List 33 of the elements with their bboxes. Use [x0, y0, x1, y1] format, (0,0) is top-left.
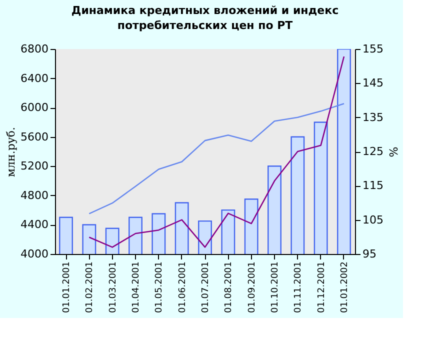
x-tick-label: 01.12.2001: [316, 262, 327, 314]
line-series: [88, 56, 345, 248]
x-tick-label: 01.01.2002: [340, 262, 350, 314]
y-tick-label: 4000: [20, 248, 48, 260]
y2-tick-label: 115: [362, 179, 384, 192]
y-axis-title: млн.руб.: [4, 126, 18, 178]
y2-axis-title: %: [386, 146, 400, 158]
y2-tick-label: 135: [362, 110, 384, 124]
y-tick-label: 5200: [20, 160, 48, 173]
y-tick-label: 6800: [20, 42, 48, 56]
y-tick-label: 4400: [20, 218, 48, 232]
x-tick-label: 01.10.2001: [270, 262, 280, 314]
x-tick-label: 01.05.2001: [154, 262, 165, 314]
x-tick-label: 01.02.2001: [85, 262, 96, 314]
y-tick-label: 5600: [20, 130, 48, 144]
y-tick-label: 4800: [20, 188, 48, 202]
x-tick-label: 01.03.2001: [108, 262, 118, 314]
y-tick-label: 6000: [20, 101, 48, 114]
y-tick-label: 6400: [20, 72, 48, 85]
y2-tick-label: 125: [362, 145, 384, 158]
x-tick-label: 01.11.2001: [294, 262, 304, 314]
line-series: [88, 103, 345, 214]
y2-tick-label: 145: [362, 76, 384, 90]
x-tick-label: 01.01.2001: [62, 262, 72, 314]
x-tick-label: 01.09.2001: [247, 262, 258, 314]
x-tick-label: 01.08.2001: [224, 262, 234, 314]
y2-tick-label: 105: [362, 213, 384, 226]
x-tick-label: 01.06.2001: [178, 262, 188, 314]
x-tick-label: 01.04.2001: [132, 262, 142, 314]
chart-title: Динамика кредитных вложений и индекс потребительских цен по РТ: [71, 4, 339, 32]
y2-tick-label: 155: [362, 42, 384, 56]
x-tick-label: 01.07.2001: [201, 262, 211, 314]
y2-tick-label: 95: [362, 248, 376, 260]
